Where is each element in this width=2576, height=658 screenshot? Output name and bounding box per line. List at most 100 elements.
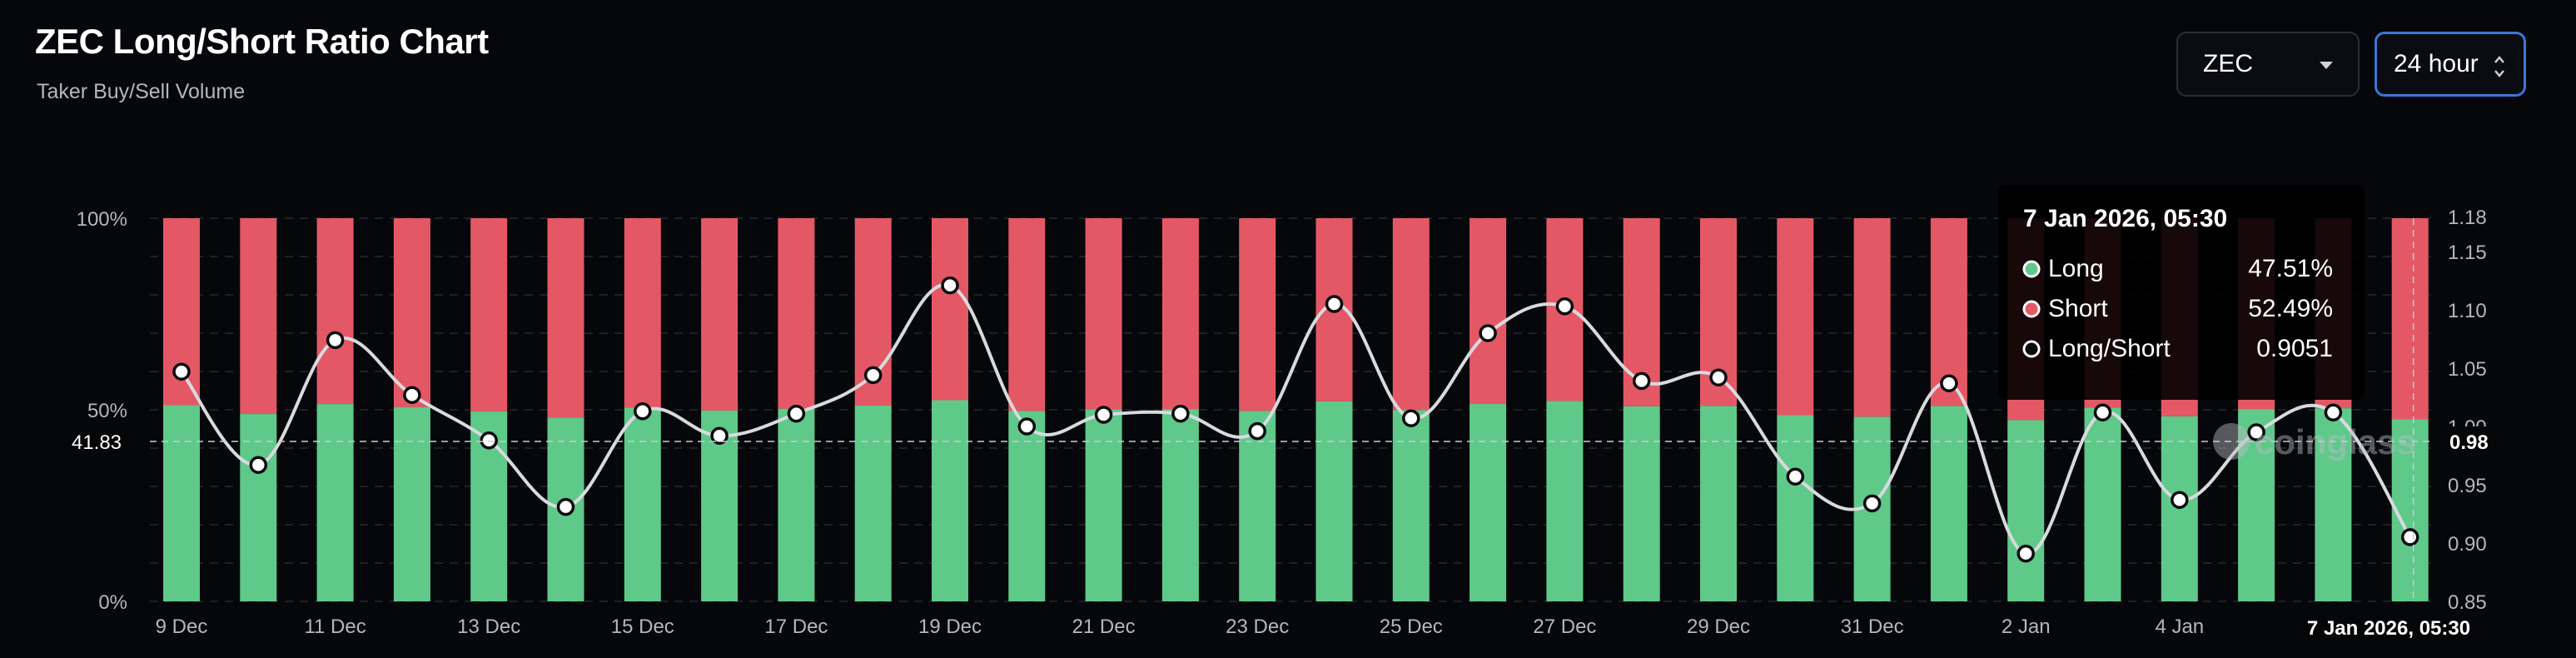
bar-long <box>316 404 354 601</box>
bar-long <box>854 405 892 601</box>
coinglass-logo-icon <box>2213 423 2250 460</box>
x-axis-tick: 17 Dec <box>764 616 828 638</box>
bar-short <box>393 218 430 407</box>
bar-long <box>1392 410 1430 601</box>
bar-short <box>1008 218 1046 411</box>
x-axis-tick: 27 Dec <box>1533 616 1596 638</box>
tooltip-row-label: Long <box>2048 255 2104 282</box>
bar-short <box>701 218 738 411</box>
ratio-point <box>634 402 652 421</box>
bar-short <box>624 218 661 408</box>
ratio-point <box>326 331 345 350</box>
x-axis-tick: 2 Jan <box>2002 616 2051 638</box>
bar-short <box>547 218 584 418</box>
left-axis-tick: 50% <box>87 400 127 422</box>
ratio-point <box>787 404 806 423</box>
x-axis-tick: 31 Dec <box>1841 616 1904 638</box>
crosshair-right-label-bg <box>2436 426 2504 456</box>
bar-short <box>1853 218 1891 417</box>
bar-short <box>1392 218 1430 411</box>
updown-chevron-icon <box>2494 56 2504 77</box>
x-axis: 9 Dec 11 Dec 13 Dec 15 Dec 17 Dec 19 Dec 21 De… <box>156 616 2205 638</box>
right-axis-tick: 1.15 <box>2448 242 2487 264</box>
ratio-point <box>1709 368 1728 386</box>
ratio-point <box>1017 417 1037 436</box>
ratio-point <box>2324 403 2343 421</box>
ratio-point <box>1325 295 1344 313</box>
tooltip-background <box>1998 185 2365 400</box>
right-axis-tick: 0.95 <box>2448 475 2487 497</box>
bar-long <box>1008 411 1046 601</box>
crosshair-left-label: 41.83 <box>72 431 122 454</box>
bar-long <box>2391 419 2429 601</box>
right-axis-tick: 1.10 <box>2448 300 2487 322</box>
bar-short <box>240 218 277 415</box>
ratio-point <box>1632 371 1651 391</box>
tooltip-row-value: 47.51% <box>2248 255 2333 282</box>
bar-short <box>1470 218 1507 404</box>
bar-long <box>2007 420 2045 601</box>
x-axis-tick: 13 Dec <box>457 616 520 638</box>
ratio-point <box>403 386 421 404</box>
crosshair-x-label-bg <box>2295 613 2483 645</box>
tooltip-row-value: 52.49% <box>2248 295 2333 322</box>
bar-short <box>1777 218 1814 416</box>
ratio-point <box>1094 406 1113 424</box>
ratio-point <box>1940 374 1958 392</box>
ratio-point <box>1555 297 1574 316</box>
bar-long <box>932 400 968 601</box>
bar-long <box>1546 401 1584 601</box>
x-axis-tick: 9 Dec <box>156 616 208 638</box>
bar-long <box>1777 415 1814 601</box>
tooltip-dot-icon <box>2022 340 2041 358</box>
bar-long <box>1623 406 1660 601</box>
ratio-point <box>480 431 498 450</box>
ratio-point <box>710 426 729 445</box>
x-axis-tick: 25 Dec <box>1380 616 1443 638</box>
bar-long <box>393 406 430 601</box>
left-axis-tick: 100% <box>77 208 127 231</box>
bar-long <box>624 407 661 601</box>
x-axis-tick: 19 Dec <box>918 616 982 638</box>
tooltip: 7 Jan 2026, 05:30 Long 47.51% Short 52.49% Lo… <box>1998 185 2365 400</box>
coin-select-value: ZEC <box>2203 50 2253 77</box>
ratio-point <box>1786 467 1805 486</box>
tooltip-row-label: Long/Short <box>2048 335 2171 362</box>
x-axis-tick: 11 Dec <box>304 616 366 638</box>
bar-long <box>240 414 277 601</box>
ratio-point <box>556 497 575 516</box>
ratio-point <box>1402 409 1420 427</box>
page-title: ZEC Long/Short Ratio Chart <box>35 22 489 61</box>
bar-long <box>2315 408 2352 601</box>
bar-long <box>2084 407 2121 601</box>
ratio-point <box>2247 423 2265 441</box>
bar-long <box>1239 411 1276 601</box>
crosshair-left-label-bg <box>58 426 135 456</box>
ratio-point <box>1171 404 1190 423</box>
bar-long <box>1161 409 1199 601</box>
ratio-point <box>2017 544 2035 563</box>
x-axis-tick: 4 Jan <box>2155 616 2204 638</box>
ratio-point <box>1248 421 1266 441</box>
ratio-point <box>172 362 191 381</box>
coin-select[interactable]: ZEC <box>2176 32 2360 97</box>
crosshair-right-label: 0.98 <box>2449 431 2489 454</box>
tooltip-dot-icon <box>2022 260 2041 278</box>
bar-short <box>316 218 354 405</box>
bar-short <box>1239 218 1276 411</box>
bars <box>163 218 2429 601</box>
period-select[interactable]: 24 hour <box>2375 32 2526 97</box>
right-axis-tick: 0.85 <box>2448 591 2487 614</box>
bar-short <box>1161 218 1199 410</box>
bar-short <box>470 218 508 411</box>
bar-long <box>778 408 815 601</box>
tooltip-row-label: Short <box>2048 295 2108 322</box>
chevron-down-icon <box>2320 62 2333 69</box>
bar-long <box>1085 409 1122 601</box>
bar-long <box>1930 406 1967 601</box>
tooltip-dot-icon <box>2022 300 2041 318</box>
right-axis-tick: 1.05 <box>2448 358 2487 381</box>
bar-short <box>2391 218 2429 420</box>
ratio-point <box>2093 403 2112 421</box>
